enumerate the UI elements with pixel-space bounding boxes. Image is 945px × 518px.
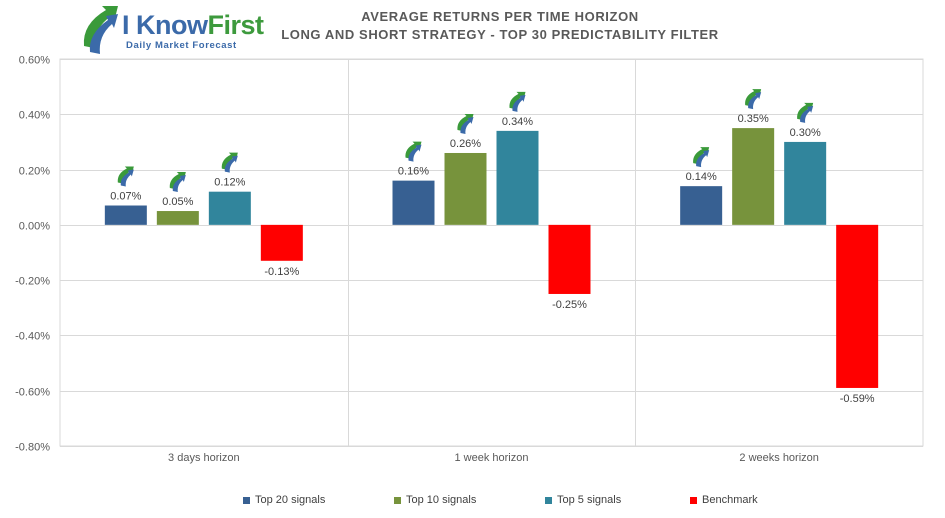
data-label-top20-1-week: 0.16% xyxy=(398,166,429,178)
y-tick-label: 0.40% xyxy=(19,110,50,122)
logo-word-1: I Know xyxy=(122,10,208,40)
data-label-benchmark-3-days: -0.13% xyxy=(264,266,299,278)
legend-label-top5: Top 5 signals xyxy=(557,494,622,506)
arrow-swirl-icon xyxy=(405,141,422,162)
arrow-swirl-icon xyxy=(457,113,474,134)
arrow-swirl-icon xyxy=(693,147,710,168)
data-label-top20-2-weeks: 0.14% xyxy=(686,171,717,183)
legend-item-benchmark: Benchmark xyxy=(690,494,758,506)
bar-top5-1-week xyxy=(496,130,539,225)
legend-item-top5: Top 5 signals xyxy=(545,494,621,506)
bar-top20-3-days xyxy=(104,205,147,225)
data-label-benchmark-1-week: -0.25% xyxy=(552,299,587,311)
logo-tagline: Daily Market Forecast xyxy=(126,40,237,51)
data-label-top10-2-weeks: 0.35% xyxy=(738,113,769,125)
bar-benchmark-3-days xyxy=(260,224,303,261)
legend-label-benchmark: Benchmark xyxy=(702,494,758,506)
bar-top10-2-weeks xyxy=(732,128,775,225)
arrow-swirl-icon xyxy=(221,152,238,173)
logo-wordmark: I KnowFirst xyxy=(122,10,264,41)
chart-legend: Top 20 signals Top 10 signals Top 5 sign… xyxy=(0,494,945,510)
y-tick-label: 0.60% xyxy=(19,55,50,67)
arrow-swirl-icon xyxy=(745,89,762,110)
bar-top20-1-week xyxy=(392,180,435,225)
arrow-swirl-icon xyxy=(797,102,814,123)
x-tick-label-3-days: 3 days horizon xyxy=(168,452,240,464)
brand-logo: I KnowFirst Daily Market Forecast xyxy=(80,4,264,58)
logo-word-2: First xyxy=(207,10,265,40)
plot-frame xyxy=(59,58,924,447)
data-label-top10-3-days: 0.05% xyxy=(162,196,193,208)
bar-top5-2-weeks xyxy=(784,141,827,225)
data-label-benchmark-2-weeks: -0.59% xyxy=(840,393,875,405)
legend-swatch-benchmark xyxy=(690,496,697,504)
legend-item-top20: Top 20 signals xyxy=(243,494,325,506)
x-tick-label-1-week: 1 week horizon xyxy=(455,452,529,464)
data-label-top20-3-days: 0.07% xyxy=(110,191,141,203)
data-label-top5-3-days: 0.12% xyxy=(214,177,245,189)
legend-swatch-top10 xyxy=(394,496,401,504)
bar-top10-3-days xyxy=(156,211,199,225)
y-tick-label: -0.80% xyxy=(15,442,50,454)
chart-title: AVERAGE RETURNS PER TIME HORIZON xyxy=(361,9,639,24)
bar-top10-1-week xyxy=(444,152,487,225)
chart-plot: 0.60% 0.40% 0.20% 0.00% -0.20% -0.40% -0.60% -0… xyxy=(15,55,924,464)
legend-label-top20: Top 20 signals xyxy=(255,494,326,506)
y-tick-label: -0.20% xyxy=(15,276,50,288)
y-tick-label: -0.60% xyxy=(15,387,50,399)
chart-subtitle: LONG AND SHORT STRATEGY - TOP 30 PREDICT… xyxy=(281,27,719,42)
arrow-swirl-icon xyxy=(117,166,134,187)
legend-item-top10: Top 10 signals xyxy=(394,494,476,506)
bar-benchmark-2-weeks xyxy=(836,224,879,388)
data-label-top5-1-week: 0.34% xyxy=(502,116,533,128)
legend-label-top10: Top 10 signals xyxy=(406,494,477,506)
legend-swatch-top5 xyxy=(545,496,552,504)
bar-top20-2-weeks xyxy=(680,186,723,225)
arrow-swirl-icon xyxy=(509,91,526,112)
y-tick-label: 0.20% xyxy=(19,166,50,178)
data-label-top10-1-week: 0.26% xyxy=(450,138,481,150)
y-tick-label: 0.00% xyxy=(19,221,50,233)
bar-benchmark-1-week xyxy=(548,224,591,294)
x-tick-label-2-weeks: 2 weeks horizon xyxy=(739,452,819,464)
data-label-top5-2-weeks: 0.30% xyxy=(790,127,821,139)
logo-arrow-icon xyxy=(83,6,118,54)
legend-swatch-top20 xyxy=(243,496,250,504)
bar-top5-3-days xyxy=(208,191,251,225)
arrow-swirl-icon xyxy=(169,172,186,193)
y-tick-label: -0.40% xyxy=(15,331,50,343)
